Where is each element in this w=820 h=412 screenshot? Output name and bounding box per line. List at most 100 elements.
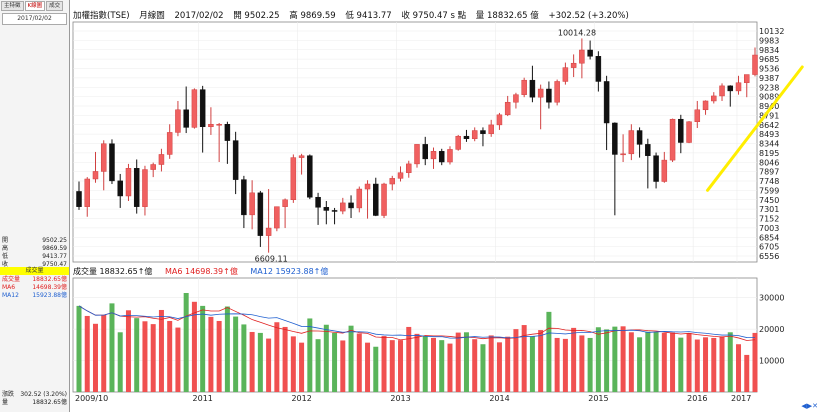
volume-bar xyxy=(117,332,123,392)
sidebar-date: 2017/02/02 xyxy=(2,13,67,25)
volume-bar xyxy=(84,315,90,392)
volume-bar xyxy=(595,327,601,392)
volume-bar xyxy=(604,329,610,392)
candle-body xyxy=(356,188,363,209)
candle-body xyxy=(719,85,725,97)
volume-bar xyxy=(447,343,453,392)
price-tick-label: 7301 xyxy=(759,205,779,214)
volume-bar xyxy=(274,322,280,392)
candle-body xyxy=(191,89,198,128)
header-close: 收 9750.47 s 點 xyxy=(401,11,467,21)
ma6-line xyxy=(78,305,756,341)
price-tick-label: 7599 xyxy=(759,186,779,195)
candle-body xyxy=(100,143,107,172)
candle-body xyxy=(340,202,346,212)
price-row-close: 收 9750.47 xyxy=(2,261,67,269)
candle-body xyxy=(175,109,181,133)
volume-bar xyxy=(711,337,717,392)
volume-bar xyxy=(422,336,428,392)
tab-main-features[interactable]: 主特徵 xyxy=(1,1,24,11)
volume-bar xyxy=(241,324,247,392)
volume-bar xyxy=(571,327,577,392)
candle-body xyxy=(166,132,173,155)
candle-body xyxy=(125,168,132,197)
price-tick-label: 6854 xyxy=(759,233,779,242)
volume-bar xyxy=(645,331,651,392)
volume-bar xyxy=(538,330,544,392)
candle-body xyxy=(150,164,156,170)
volume-bar xyxy=(142,321,148,392)
vol-header-volume: 成交量 18832.65↑億 xyxy=(73,267,153,276)
candle-body xyxy=(381,183,387,216)
window-controls[interactable]: ◀▶✕ xyxy=(801,402,818,410)
candle-body xyxy=(752,54,758,75)
price-tick-label: 9387 xyxy=(759,74,779,83)
candle-body xyxy=(595,56,602,82)
price-tick-label: 7152 xyxy=(759,215,779,224)
candle-body xyxy=(694,109,701,122)
volume-bar xyxy=(381,336,387,392)
candle-body xyxy=(529,79,536,98)
close-label: 收 xyxy=(2,261,9,268)
volume-bar xyxy=(307,318,313,392)
volume-bar xyxy=(744,354,750,392)
volume-bar xyxy=(101,315,107,392)
header-open: 開 9502.25 xyxy=(233,11,280,21)
volume-bar xyxy=(529,336,535,392)
price-tick-label: 6705 xyxy=(759,243,779,252)
candle-body xyxy=(612,122,618,155)
volume-bar xyxy=(208,316,214,392)
volume-row: 成交量 18832.65億 xyxy=(2,276,67,284)
candle-body xyxy=(587,49,593,57)
volume-bar xyxy=(282,326,288,392)
volume-bar xyxy=(224,306,230,392)
candle-body xyxy=(463,135,470,139)
open-value: 9502.25 xyxy=(42,237,67,244)
volume-bar xyxy=(727,332,733,392)
high-annotation: 10014.28 xyxy=(558,28,596,37)
volume-bar xyxy=(290,336,296,392)
vol-header-ma6: MA6 14698.39↑億 xyxy=(164,267,238,276)
price-tick-label: 7003 xyxy=(759,224,779,233)
change-label: 漲跌 xyxy=(2,391,15,398)
tab-kline[interactable]: K線圖 xyxy=(24,1,46,11)
vol-header-ma12: MA12 15923.88↑億 xyxy=(250,267,329,276)
price-tick-label: 7748 xyxy=(759,177,779,186)
volume-bar xyxy=(430,337,436,392)
volume-bar xyxy=(703,337,709,392)
x-tick-label: 2012 xyxy=(291,394,311,403)
volume-tick-label: 30000 xyxy=(759,294,784,303)
candle-body xyxy=(513,94,519,103)
high-label: 高 xyxy=(2,245,9,252)
candle-body xyxy=(628,130,635,155)
price-tick-label: 7450 xyxy=(759,196,779,205)
volume-bar xyxy=(488,335,494,392)
candle-body xyxy=(216,123,222,126)
candle-body xyxy=(653,155,659,182)
volume-bar xyxy=(628,332,634,392)
candle-body xyxy=(199,89,206,128)
price-summary: 開 9502.25 高 9869.59 低 9413.77 收 9750.47 xyxy=(2,237,67,269)
tab-trades[interactable]: 成交 xyxy=(46,1,64,11)
x-tick-label: 2013 xyxy=(390,394,410,403)
qty-label: 量 xyxy=(2,399,9,406)
volume-bar xyxy=(257,332,263,392)
price-tick-label: 9834 xyxy=(759,46,779,55)
volume-bar xyxy=(414,333,420,392)
price-tick-label: 9089 xyxy=(759,93,779,102)
candle-body xyxy=(447,149,453,163)
volume-bar xyxy=(694,339,700,392)
volume-bar xyxy=(562,338,568,392)
price-tick-label: 9983 xyxy=(759,36,779,45)
volume-bar xyxy=(373,346,379,392)
price-tick-label: 8195 xyxy=(759,149,779,158)
trendline xyxy=(706,65,804,192)
candle-body xyxy=(142,169,148,207)
candle-body xyxy=(373,183,379,216)
change-value: 302.52 (3.20%) xyxy=(20,391,67,398)
volume-bar xyxy=(158,309,164,392)
index-name: 加權指數(TSE) xyxy=(73,11,130,21)
header-change: +302.52 (+3.20%) xyxy=(548,11,629,21)
open-label: 開 xyxy=(2,237,9,244)
